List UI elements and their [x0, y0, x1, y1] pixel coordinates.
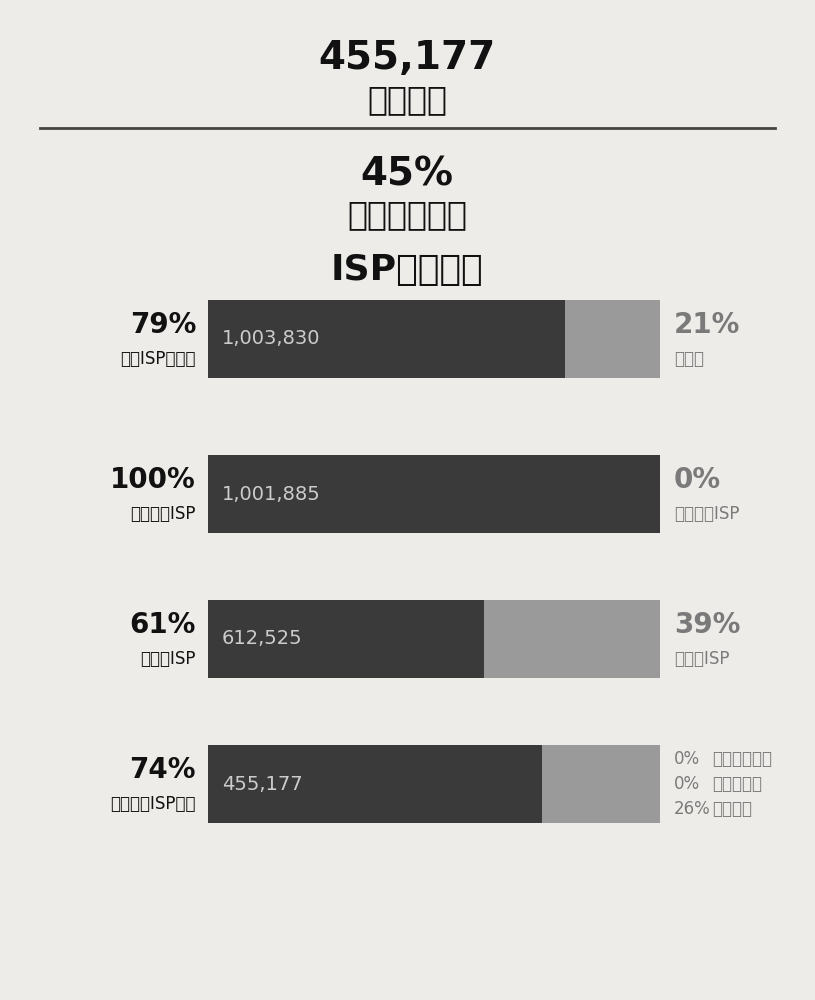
Text: 455,177: 455,177 — [222, 774, 302, 794]
Text: 39%: 39% — [674, 611, 740, 639]
Text: 无模板的ISP: 无模板的ISP — [674, 505, 739, 523]
Text: 低质量的: 低质量的 — [712, 800, 752, 818]
Text: 61%: 61% — [130, 611, 196, 639]
Text: 26%: 26% — [674, 800, 711, 818]
Text: 总片段数: 总片段数 — [367, 84, 447, 116]
Text: 1,001,885: 1,001,885 — [222, 485, 321, 504]
Text: 空微孔: 空微孔 — [674, 350, 704, 368]
Text: 1,003,830: 1,003,830 — [222, 330, 320, 349]
Text: 可用的片段数: 可用的片段数 — [347, 198, 467, 232]
Text: 79%: 79% — [130, 311, 196, 339]
Bar — [208, 455, 660, 533]
Text: 21%: 21% — [674, 311, 740, 339]
Bar — [484, 600, 660, 678]
Text: 45%: 45% — [360, 156, 453, 194]
Text: 阳性对照片段: 阳性对照片段 — [712, 750, 772, 768]
Text: 0%: 0% — [674, 466, 721, 494]
Text: 有模板的ISP: 有模板的ISP — [130, 505, 196, 523]
Text: 100%: 100% — [110, 466, 196, 494]
Bar — [543, 745, 660, 823]
Text: 612,525: 612,525 — [222, 630, 302, 648]
Bar — [208, 300, 565, 378]
Text: 74%: 74% — [130, 756, 196, 784]
Text: 0%: 0% — [674, 775, 700, 793]
Text: 微孔ISP覆盖度: 微孔ISP覆盖度 — [121, 350, 196, 368]
Text: 多克隆ISP: 多克隆ISP — [674, 650, 729, 668]
Text: 最终可用ISP文库: 最终可用ISP文库 — [111, 795, 196, 813]
Text: 455,177: 455,177 — [319, 39, 496, 77]
Text: 单克隆ISP: 单克隆ISP — [140, 650, 196, 668]
Text: ISP统计分析: ISP统计分析 — [331, 253, 483, 287]
Text: 0%: 0% — [674, 750, 700, 768]
Bar — [208, 745, 543, 823]
Bar — [565, 300, 660, 378]
Bar — [208, 600, 484, 678]
Text: 引物二聚体: 引物二聚体 — [712, 775, 762, 793]
